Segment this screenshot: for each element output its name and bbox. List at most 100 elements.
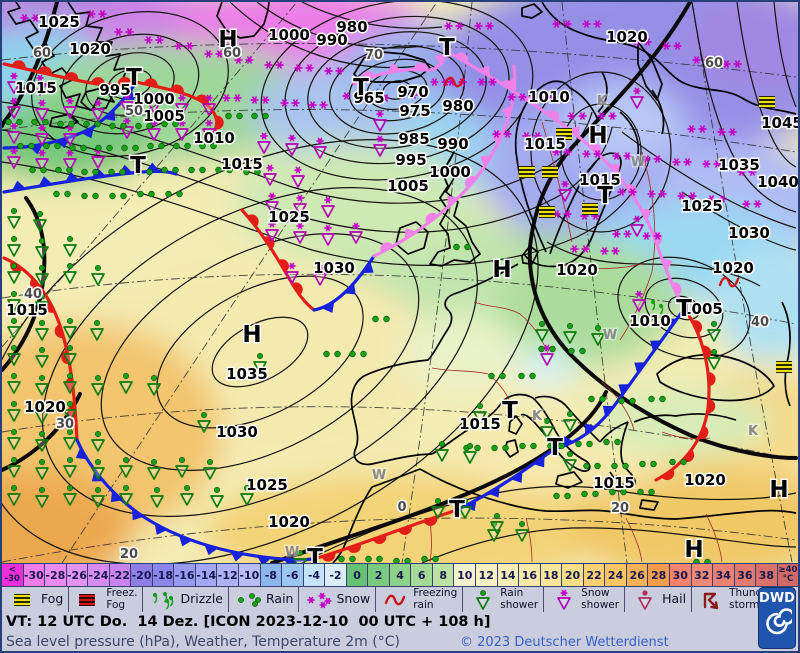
snow-shower-symbol [7, 97, 21, 119]
snow-shower-symbol [91, 99, 105, 121]
snow-shower-symbol [265, 192, 279, 214]
snow-symbol [87, 10, 107, 18]
scale-cell: -30 [23, 564, 46, 586]
legend-item-rain: Rain [229, 587, 300, 612]
low-center-label: T [676, 296, 692, 322]
scale-cell: -22 [109, 564, 132, 586]
snow-shower-symbol [35, 99, 49, 121]
legend-item-drizzle: Drizzle [143, 587, 229, 612]
scale-cell: 4 [389, 564, 412, 586]
rain-shower-symbol [63, 400, 77, 422]
snow-shower-symbol [35, 149, 49, 171]
graticule-label: 30 [56, 417, 74, 432]
rain-symbol [17, 142, 35, 150]
rain-shower-symbol [35, 486, 49, 508]
snow-symbol [600, 247, 620, 255]
snow-symbol [687, 125, 707, 133]
rain-shower-symbol [7, 456, 21, 478]
snow-shower-symbol [349, 222, 363, 244]
snow-symbol [20, 14, 40, 22]
graticule-label: 60 [705, 56, 723, 71]
snow-symbol [204, 50, 224, 58]
front-cold [455, 448, 555, 512]
rain-shower-symbol [253, 352, 267, 374]
low-center-label: T [449, 497, 465, 523]
snow-symbol [250, 96, 270, 104]
rain-shower-symbol [707, 320, 721, 342]
rain-shower-symbol [35, 374, 49, 396]
rain-symbol [55, 166, 73, 174]
rain-shower-symbol [203, 458, 217, 480]
pressure-label: 1005 [387, 177, 429, 195]
pressure-label: 990 [316, 31, 347, 49]
rain-shower-symbol [119, 372, 133, 394]
rain-shower-symbol [535, 320, 549, 342]
graticule-label: 60 [223, 46, 241, 61]
city-label: K [748, 424, 759, 439]
rain-symbol [603, 438, 621, 446]
pressure-label: 1025 [681, 197, 723, 215]
pressure-label: 1015 [459, 415, 501, 433]
pressure-label: 1015 [579, 171, 621, 189]
low-center-label: T [547, 435, 563, 461]
scale-cell: -2 [325, 564, 347, 586]
rain-symbol [53, 190, 71, 198]
snow-shower-symbol [558, 180, 572, 202]
legend-item-freezing-fog: Freez. Fog [69, 587, 144, 612]
snow-shower-symbol [321, 196, 335, 218]
rain-shower-symbol [35, 346, 49, 368]
scale-cell: 8 [432, 564, 455, 586]
city-label: W [372, 468, 386, 483]
front-occluded [372, 64, 517, 258]
rain-symbol [518, 372, 536, 380]
pressure-label: 965 [353, 89, 384, 107]
rain-shower-symbol [63, 317, 77, 339]
snow-symbol [612, 230, 632, 238]
rain-shower-symbol [591, 324, 605, 346]
rain-symbol [519, 442, 537, 450]
front-occluded [352, 50, 448, 86]
rain-symbol [588, 395, 606, 403]
low-center-label: T [130, 153, 146, 179]
rain-shower-symbol [90, 319, 104, 341]
rain-symbol [453, 243, 471, 251]
rain-symbol [648, 395, 666, 403]
pressure-label: 1030 [216, 423, 258, 441]
rain-symbol [609, 488, 627, 496]
scale-cell: 32 [691, 564, 714, 586]
snow-symbol [264, 61, 284, 69]
legend-label-drizzle: Drizzle [180, 591, 223, 607]
snow-shower-symbol [540, 344, 554, 366]
rain-symbol [161, 120, 179, 128]
legend-label-thunderstorm: Thunder storm [729, 587, 773, 611]
rain-symbol [165, 190, 183, 198]
snow-shower-symbol [285, 262, 299, 284]
rain-shower-symbol [458, 497, 472, 519]
snow-shower-symbol [291, 166, 305, 188]
snow-symbol [522, 132, 542, 140]
rain-shower-symbol [35, 238, 49, 259]
pressure-label: 1045 [761, 114, 798, 132]
rain-shower-symbol [490, 512, 504, 534]
pressure-label: 1020 [606, 28, 648, 46]
rain-shower-symbol [147, 374, 161, 396]
rain-shower-symbol [91, 486, 105, 508]
snow-symbol [662, 42, 682, 50]
legend-label-rain-shower: Rain shower [500, 587, 539, 611]
scale-cell: -16 [174, 564, 196, 586]
rain-symbol [491, 444, 509, 452]
snow-shower-symbol [120, 92, 134, 114]
scale-cell: -8 [260, 564, 283, 586]
snow-shower-symbol [630, 87, 644, 109]
legend-label-hail: Hail [662, 591, 687, 607]
pressure-label: 1005 [681, 300, 723, 318]
rain-symbol [31, 118, 49, 126]
rain-symbol [553, 492, 571, 500]
legend-item-snow-shower: Snow shower [544, 587, 626, 612]
rain-symbol [639, 460, 657, 468]
rain-shower-symbol [7, 428, 21, 450]
rain-shower-symbol [463, 442, 477, 464]
rain-shower-symbol [435, 440, 449, 462]
fog-symbol [519, 166, 535, 178]
